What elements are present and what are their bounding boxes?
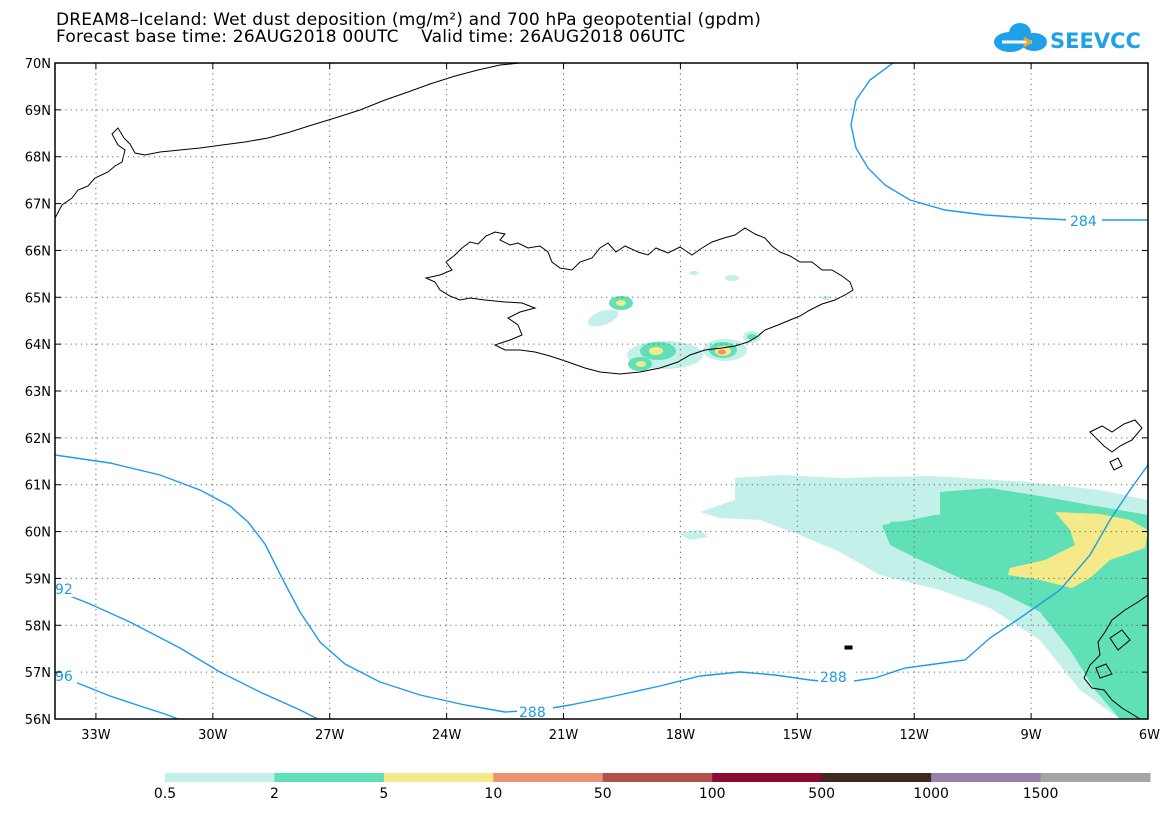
lat-label: 68N bbox=[25, 151, 51, 166]
colorbar-label: 50 bbox=[593, 786, 612, 802]
longitude-labels: 33W 30W 27W 24W 21W 18W 15W 12W 9W 6W bbox=[81, 728, 1160, 743]
coastline-greenland bbox=[55, 63, 521, 219]
lon-label: 33W bbox=[81, 728, 111, 743]
colorbar-label: 100 bbox=[698, 786, 726, 802]
lon-label: 30W bbox=[198, 728, 228, 743]
contour-292 bbox=[55, 589, 319, 719]
contour-labels: 284 288 288 92 96 bbox=[55, 212, 1102, 721]
colorbar-label: 1000 bbox=[913, 786, 949, 802]
title-line-1: DREAM8–Iceland: Wet dust deposition (mg/… bbox=[56, 10, 762, 30]
contour-label-288-east: 288 bbox=[820, 670, 847, 686]
coastline-scotland bbox=[1083, 594, 1148, 719]
contour-label-292: 92 bbox=[55, 582, 73, 598]
colorbar-swatch bbox=[274, 773, 385, 782]
cloud-icon bbox=[994, 23, 1047, 52]
lon-label: 18W bbox=[666, 728, 696, 743]
contour-label-296: 96 bbox=[55, 669, 73, 685]
lat-label: 60N bbox=[25, 526, 51, 541]
lon-label: 21W bbox=[549, 728, 579, 743]
seevccc-logo: SEEVCCC bbox=[994, 23, 1140, 53]
latitude-labels: 70N 69N 68N 67N 66N 65N 64N 63N 62N 61N 60N 59N 58N 5… bbox=[25, 57, 51, 728]
lon-label: 24W bbox=[432, 728, 462, 743]
colorbar-swatch bbox=[165, 773, 275, 782]
dust-shading-iceland bbox=[587, 271, 831, 371]
lat-label: 61N bbox=[25, 479, 51, 494]
contour-label-284: 284 bbox=[1070, 214, 1097, 230]
lat-label: 64N bbox=[25, 338, 51, 353]
contour-284 bbox=[850, 63, 1148, 221]
lat-label: 67N bbox=[25, 198, 51, 213]
colorbar-label: 10 bbox=[484, 786, 503, 802]
lon-label: 27W bbox=[315, 728, 345, 743]
colorbar-swatch bbox=[931, 773, 1042, 782]
lon-label: 9W bbox=[1021, 728, 1042, 743]
lat-label: 57N bbox=[25, 666, 51, 681]
lat-label: 63N bbox=[25, 385, 51, 400]
colorbar-swatch bbox=[821, 773, 932, 782]
lat-label: 70N bbox=[25, 57, 51, 72]
contour-288-east bbox=[55, 454, 1148, 713]
colorbar-label: 0.5 bbox=[153, 786, 177, 802]
coastline-small-island bbox=[844, 645, 853, 650]
axis-ticks bbox=[55, 62, 1149, 720]
lon-label: 15W bbox=[783, 728, 813, 743]
coastline-faroe-islands bbox=[1089, 419, 1143, 471]
lon-label: 6W bbox=[1139, 728, 1160, 743]
colorbar-swatch bbox=[1040, 773, 1151, 782]
colorbar-label: 500 bbox=[808, 786, 836, 802]
graticule-gridlines bbox=[55, 63, 1148, 719]
colorbar-label: 5 bbox=[379, 786, 389, 802]
lon-label: 12W bbox=[900, 728, 930, 743]
lat-label: 59N bbox=[25, 572, 51, 587]
colorbar-label: 2 bbox=[269, 786, 279, 802]
lat-label: 58N bbox=[25, 619, 51, 634]
colorbar-swatch bbox=[493, 773, 604, 782]
lat-label: 69N bbox=[25, 104, 51, 119]
lat-label: 66N bbox=[25, 244, 51, 259]
colorbar-swatch bbox=[712, 773, 823, 782]
dust-shading-southeast bbox=[678, 475, 1148, 719]
lat-label: 62N bbox=[25, 432, 51, 447]
logo-text: SEEVCCC bbox=[1050, 29, 1140, 53]
colorbar-swatch bbox=[383, 773, 494, 782]
colorbar-swatch bbox=[602, 773, 713, 782]
title-line-2: Forecast base time: 26AUG2018 00UTC Vali… bbox=[56, 27, 686, 47]
colorbar bbox=[165, 773, 1151, 782]
lat-label: 65N bbox=[25, 291, 51, 306]
contour-label-288-south: 288 bbox=[519, 705, 546, 721]
colorbar-label: 1500 bbox=[1022, 786, 1059, 802]
lat-label: 56N bbox=[25, 713, 51, 728]
